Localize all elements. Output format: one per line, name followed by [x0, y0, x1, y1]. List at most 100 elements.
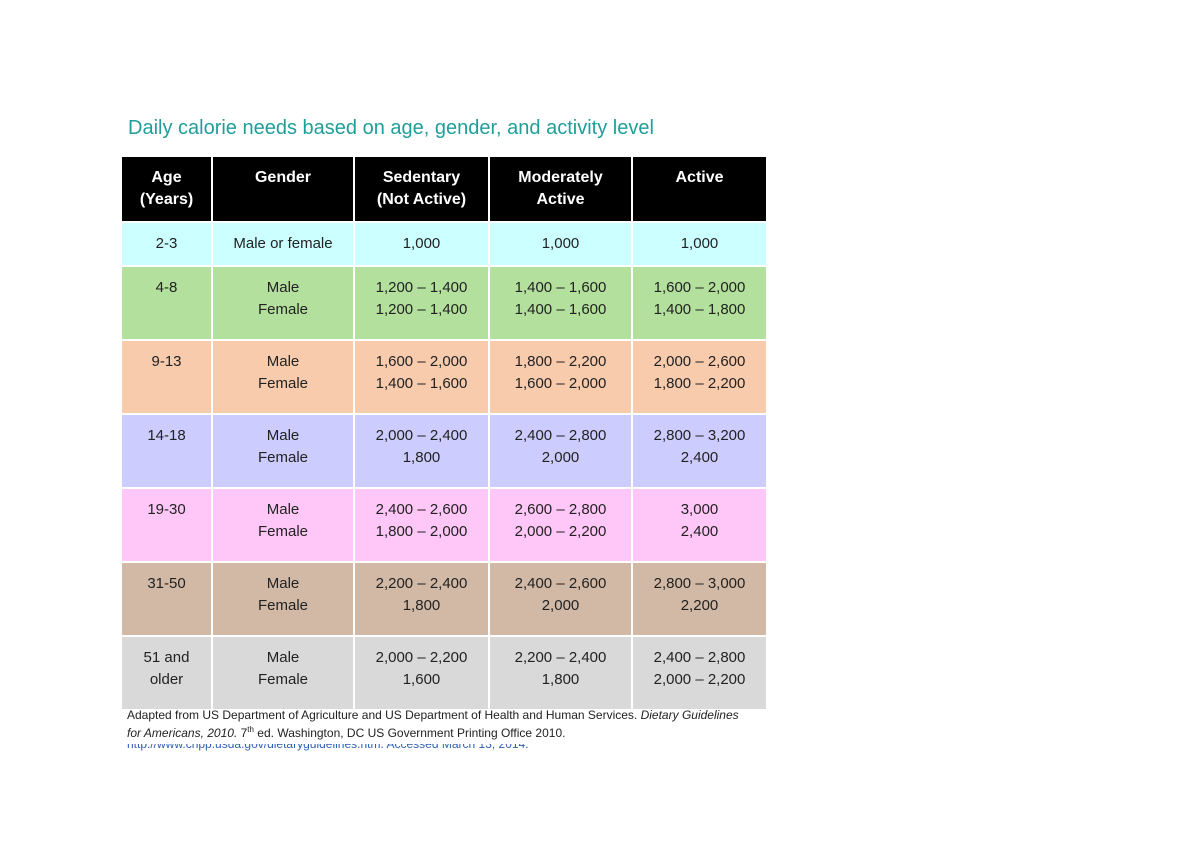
- cell-line: Male or female: [217, 233, 349, 255]
- cell-line: 2,200 – 2,400: [494, 647, 627, 669]
- cell-gender: Male Female: [212, 414, 354, 488]
- citation-url-link[interactable]: http://www.cnpp.usda.gov/dietaryguidelin…: [127, 744, 587, 754]
- cell-active: 1,000: [632, 222, 767, 266]
- cell-sedentary: 1,600 – 2,000 1,400 – 1,600: [354, 340, 489, 414]
- cell-moderately-active: 1,800 – 2,200 1,600 – 2,000: [489, 340, 632, 414]
- table-row-51-and-older: 51 and older Male Female 2,000 – 2,200 1,60…: [121, 636, 767, 710]
- cell-line: 2,000 – 2,600: [637, 351, 762, 373]
- table-row-19-30: 19-30 Male Female 2,400 – 2,600 1,800 – 2,…: [121, 488, 767, 562]
- cell-line: 2,800 – 3,000: [637, 573, 762, 595]
- table-row-9-13: 9-13 Male Female 1,600 – 2,000 1,400 – 1,6…: [121, 340, 767, 414]
- cell-line: 1,400 – 1,600: [494, 299, 627, 321]
- cell-line: 1,400 – 1,800: [637, 299, 762, 321]
- cell-line: older: [126, 669, 207, 691]
- header-age-line-1: Age: [126, 167, 207, 189]
- cell-active: 2,400 – 2,800 2,000 – 2,200: [632, 636, 767, 710]
- cell-line: 9-13: [126, 351, 207, 373]
- cell-sedentary: 1,000: [354, 222, 489, 266]
- cell-line: Male: [217, 277, 349, 299]
- cell-line: Female: [217, 447, 349, 469]
- cell-age: 4-8: [121, 266, 212, 340]
- cell-line: 2-3: [126, 233, 207, 255]
- citation-edition-suffix: th: [247, 725, 254, 734]
- cell-line: Male: [217, 351, 349, 373]
- cell-line: Female: [217, 595, 349, 617]
- cell-line: 14-18: [126, 425, 207, 447]
- cell-active: 2,800 – 3,200 2,400: [632, 414, 767, 488]
- header-active: Active: [632, 156, 767, 222]
- cell-line: 2,600 – 2,800: [494, 499, 627, 521]
- cell-line: 1,800: [359, 595, 484, 617]
- citation-url-text[interactable]: http://www.cnpp.usda.gov/dietaryguidelin…: [127, 744, 587, 753]
- cell-line: 2,000: [494, 595, 627, 617]
- cell-line: 2,000 – 2,400: [359, 425, 484, 447]
- cell-line: 2,000 – 2,200: [637, 669, 762, 691]
- cell-active: 2,800 – 3,000 2,200: [632, 562, 767, 636]
- table-row-31-50: 31-50 Male Female 2,200 – 2,400 1,800 2,40…: [121, 562, 767, 636]
- cell-active: 2,000 – 2,600 1,800 – 2,200: [632, 340, 767, 414]
- cell-line: 4-8: [126, 277, 207, 299]
- header-active-line-1: Active: [637, 167, 762, 189]
- header-moderately-active: Moderately Active: [489, 156, 632, 222]
- cell-line: 1,200 – 1,400: [359, 299, 484, 321]
- cell-line: 2,000: [494, 447, 627, 469]
- header-age-line-2: (Years): [126, 189, 207, 211]
- cell-gender: Male Female: [212, 488, 354, 562]
- cell-active: 1,600 – 2,000 1,400 – 1,800: [632, 266, 767, 340]
- cell-age: 51 and older: [121, 636, 212, 710]
- cell-line: Male: [217, 573, 349, 595]
- cell-line: 2,400: [637, 521, 762, 543]
- cell-sedentary: 2,000 – 2,400 1,800: [354, 414, 489, 488]
- cell-line: 1,000: [637, 233, 762, 255]
- citation-text: Adapted from US Department of Agricultur…: [127, 708, 641, 722]
- cell-line: 2,400 – 2,800: [494, 425, 627, 447]
- table-row-14-18: 14-18 Male Female 2,000 – 2,400 1,800 2,40…: [121, 414, 767, 488]
- cell-line: Female: [217, 669, 349, 691]
- cell-line: 1,400 – 1,600: [359, 373, 484, 395]
- cell-line: 1,800: [359, 447, 484, 469]
- cell-sedentary: 1,200 – 1,400 1,200 – 1,400: [354, 266, 489, 340]
- cell-age: 2-3: [121, 222, 212, 266]
- cell-line: 2,400 – 2,600: [359, 499, 484, 521]
- cell-line: Female: [217, 299, 349, 321]
- cell-active: 3,000 2,400: [632, 488, 767, 562]
- cell-line: Male: [217, 425, 349, 447]
- cell-line: 1,200 – 1,400: [359, 277, 484, 299]
- table-row-4-8: 4-8 Male Female 1,200 – 1,400 1,200 – 1,40…: [121, 266, 767, 340]
- cell-moderately-active: 2,200 – 2,400 1,800: [489, 636, 632, 710]
- cell-gender: Male Female: [212, 636, 354, 710]
- cell-line: 19-30: [126, 499, 207, 521]
- cell-gender: Male or female: [212, 222, 354, 266]
- cell-gender: Male Female: [212, 562, 354, 636]
- cell-moderately-active: 1,000: [489, 222, 632, 266]
- source-citation: Adapted from US Department of Agricultur…: [127, 706, 747, 742]
- cell-sedentary: 2,400 – 2,600 1,800 – 2,000: [354, 488, 489, 562]
- cell-line: 2,200 – 2,400: [359, 573, 484, 595]
- cell-line: 2,400 – 2,600: [494, 573, 627, 595]
- cell-age: 9-13: [121, 340, 212, 414]
- table-header-row: Age (Years) Gender Sedentary (Not Active…: [121, 156, 767, 222]
- cell-line: Female: [217, 521, 349, 543]
- cell-line: 1,000: [494, 233, 627, 255]
- cell-line: 1,800 – 2,000: [359, 521, 484, 543]
- cell-line: 1,800: [494, 669, 627, 691]
- cell-line: 1,800 – 2,200: [494, 351, 627, 373]
- cell-line: 1,000: [359, 233, 484, 255]
- cell-moderately-active: 2,400 – 2,800 2,000: [489, 414, 632, 488]
- cell-moderately-active: 2,600 – 2,800 2,000 – 2,200: [489, 488, 632, 562]
- cell-gender: Male Female: [212, 340, 354, 414]
- cell-age: 14-18: [121, 414, 212, 488]
- citation-publisher: ed. Washington, DC US Government Printin…: [254, 726, 565, 740]
- cell-sedentary: 2,000 – 2,200 1,600: [354, 636, 489, 710]
- cell-line: 2,000 – 2,200: [359, 647, 484, 669]
- cell-line: 2,400: [637, 447, 762, 469]
- cell-line: 2,400 – 2,800: [637, 647, 762, 669]
- cell-age: 19-30: [121, 488, 212, 562]
- cell-sedentary: 2,200 – 2,400 1,800: [354, 562, 489, 636]
- cell-line: Male: [217, 499, 349, 521]
- citation-edition-number: 7: [237, 726, 247, 740]
- cell-line: 2,200: [637, 595, 762, 617]
- cell-line: 1,600: [359, 669, 484, 691]
- header-age: Age (Years): [121, 156, 212, 222]
- header-gender-line-1: Gender: [217, 167, 349, 189]
